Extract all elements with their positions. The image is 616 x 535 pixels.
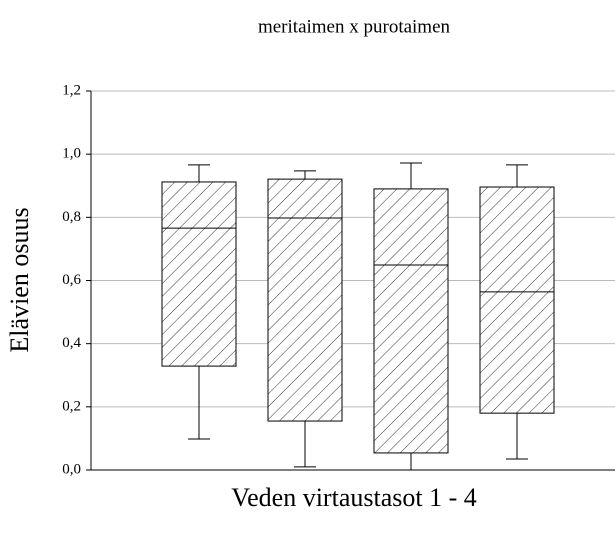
y-tick-label: 0,2 bbox=[62, 398, 81, 414]
y-tick-label: 0,4 bbox=[62, 335, 81, 351]
y-tick-label: 0,0 bbox=[62, 461, 81, 477]
y-axis-label: Elävien osuus bbox=[5, 207, 34, 352]
y-tick-label: 0,8 bbox=[62, 209, 81, 225]
box bbox=[267, 178, 343, 422]
y-tick-label: 0,6 bbox=[62, 272, 81, 288]
box bbox=[479, 186, 555, 414]
box bbox=[161, 181, 237, 367]
chart-title: meritaimen x purotaimen bbox=[258, 16, 451, 37]
box bbox=[373, 188, 449, 454]
y-tick-label: 1,0 bbox=[62, 146, 81, 162]
y-tick-label: 1,2 bbox=[62, 82, 81, 98]
x-axis-label: Veden virtaustasot 1 - 4 bbox=[231, 483, 477, 512]
